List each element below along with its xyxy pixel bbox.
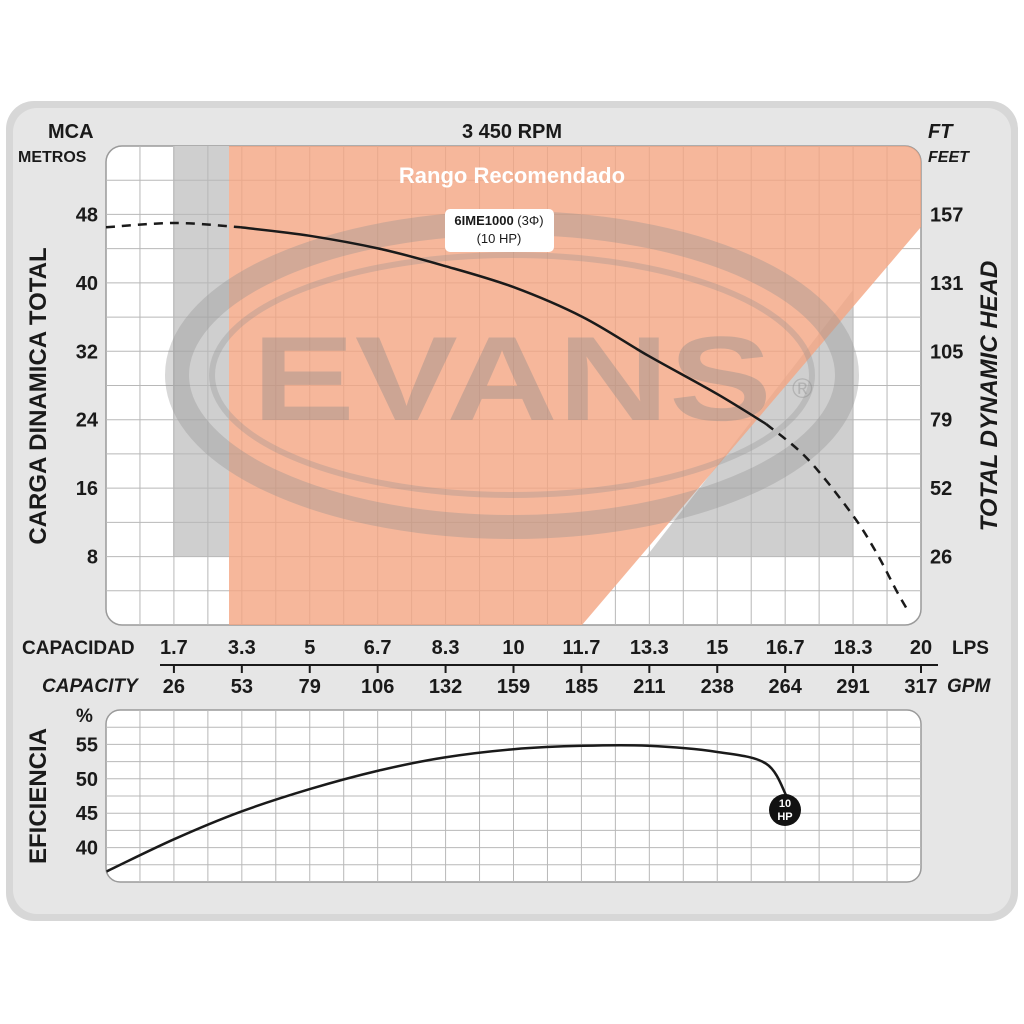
model-power: (10 HP) (477, 231, 522, 246)
gpm-tick-label: 211 (633, 676, 665, 698)
eff-tick-label: 40 (76, 838, 98, 860)
head-ft-tick-label: 52 (930, 478, 952, 500)
head-m-tick-label: 40 (76, 273, 98, 295)
hp-badge-top: 10 (779, 798, 791, 810)
head-curve-dashed (765, 423, 910, 613)
lps-tick-label: 20 (910, 637, 932, 659)
gpm-tick-label: 238 (701, 676, 734, 698)
capacity-label: CAPACIDAD (22, 638, 135, 659)
gpm-tick-label: 264 (768, 676, 802, 698)
lps-tick-label: 13.3 (630, 637, 669, 659)
evans-watermark: EVANS ® (165, 211, 859, 539)
right-unit-sublabel: FEET (928, 149, 970, 166)
gpm-tick-label: 79 (299, 676, 321, 698)
head-m-tick-label: 8 (87, 547, 98, 569)
head-m-tick-label: 32 (76, 341, 98, 363)
head-m-tick-label: 48 (76, 204, 98, 226)
lps-tick-label: 11.7 (563, 637, 601, 659)
right-axis-title: TOTAL DYNAMIC HEAD (976, 261, 1003, 532)
model-name: 6IME1000 (454, 213, 513, 228)
gpm-tick-label: 53 (231, 676, 253, 698)
lps-tick-label: 15 (706, 637, 728, 659)
head-m-tick-label: 24 (76, 410, 99, 432)
model-phase: (3Φ) (514, 213, 544, 228)
eff-tick-label: 45 (76, 803, 98, 825)
head-curve-solid (240, 226, 767, 426)
model-label-line1: 6IME1000 (3Φ) (454, 213, 543, 228)
gpm-tick-label: 132 (429, 676, 462, 698)
recommended-range-area (229, 146, 921, 625)
right-unit-label: FT (928, 121, 954, 143)
gpm-tick-label: 26 (163, 676, 185, 698)
gpm-tick-label: 159 (497, 676, 530, 698)
left-unit-label: MCA (48, 121, 94, 143)
eff-tick-label: 50 (76, 769, 98, 791)
lps-tick-label: 6.7 (364, 637, 392, 659)
watermark-text: EVANS (252, 312, 772, 446)
left-axis-title: CARGA DINAMICA TOTAL (25, 247, 52, 544)
gpm-tick-label: 185 (565, 676, 598, 698)
rpm-title: 3 450 RPM (462, 121, 562, 143)
gpm-tick-label: 317 (904, 676, 937, 698)
head-ft-tick-label: 26 (930, 547, 952, 569)
lps-tick-label: 5 (304, 637, 315, 659)
lps-tick-label: 3.3 (228, 637, 256, 659)
gpm-tick-label: 291 (836, 676, 869, 698)
recommended-range-label: Rango Recomendado (399, 163, 625, 188)
efficiency-curve (106, 743, 788, 873)
head-curve-dashed-leading (106, 221, 241, 229)
registered-mark: ® (792, 373, 813, 404)
efficiency-axis-title: EFICIENCIA (25, 728, 52, 864)
head-m-tick-label: 16 (76, 478, 98, 500)
efficiency-unit: % (76, 706, 93, 727)
lps-tick-label: 1.7 (160, 637, 188, 659)
left-unit-sublabel: METROS (18, 149, 87, 166)
head-ft-tick-label: 79 (930, 410, 952, 432)
head-ft-tick-label: 157 (930, 204, 963, 226)
lps-tick-label: 10 (502, 637, 524, 659)
gpm-unit: GPM (947, 676, 991, 697)
hp-badge: 10 HP (769, 794, 801, 826)
model-label-box (445, 209, 554, 252)
lps-tick-label: 8.3 (432, 637, 460, 659)
lps-tick-label: 18.3 (834, 637, 873, 659)
head-ft-tick-label: 131 (930, 273, 963, 295)
head-ft-tick-label: 105 (930, 341, 963, 363)
eff-tick-label: 55 (76, 734, 98, 756)
hp-badge-bottom: HP (777, 811, 792, 823)
lps-unit: LPS (952, 638, 989, 659)
capacity-en-label: CAPACITY (42, 676, 140, 697)
gpm-tick-label: 106 (361, 676, 394, 698)
hp-badge-circle (769, 794, 801, 826)
lps-tick-label: 16.7 (766, 637, 805, 659)
